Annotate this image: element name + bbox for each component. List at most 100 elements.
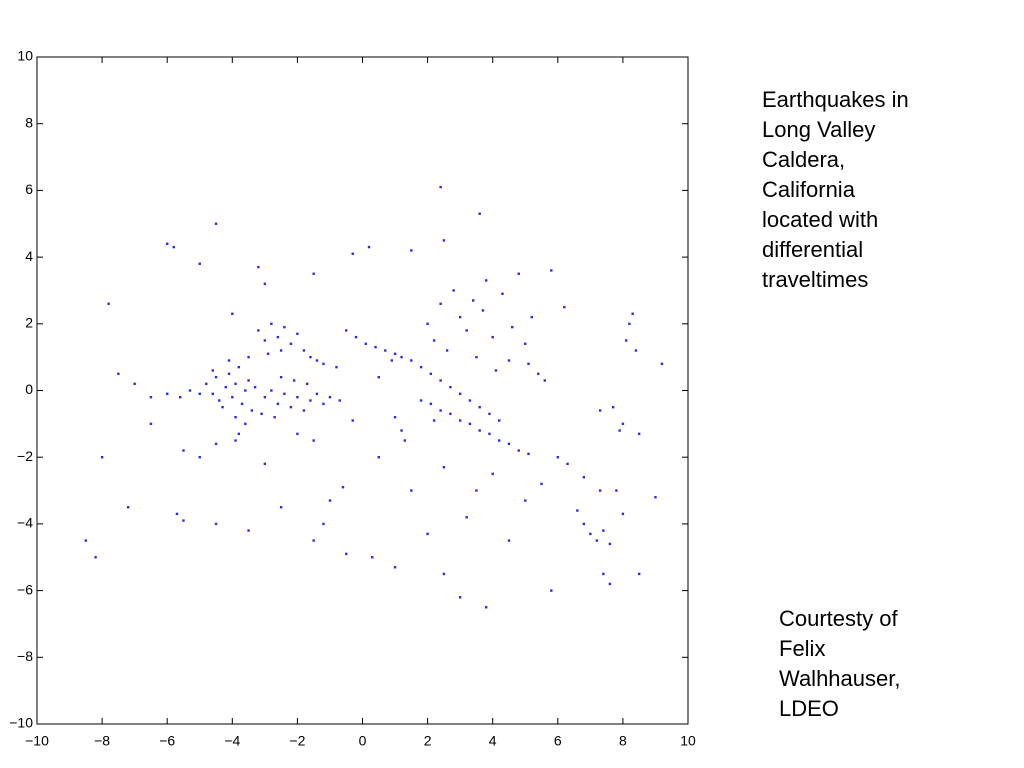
point (432, 339, 436, 342)
point (247, 379, 250, 382)
point (279, 506, 283, 509)
x-tick-label: −6 (159, 733, 175, 749)
point (312, 272, 315, 275)
point (488, 412, 491, 416)
point (84, 539, 88, 542)
point (188, 389, 192, 392)
point (335, 365, 338, 369)
point (218, 399, 221, 402)
point (491, 335, 494, 339)
point (237, 432, 241, 436)
point (367, 245, 371, 249)
point (273, 415, 276, 419)
point (660, 362, 664, 366)
point (231, 395, 234, 399)
point (595, 539, 599, 542)
point (400, 355, 403, 359)
point (543, 379, 546, 382)
point (618, 429, 621, 432)
point (478, 405, 481, 409)
point (94, 556, 97, 559)
point (615, 489, 618, 492)
point (253, 385, 257, 389)
point (442, 572, 446, 576)
point (234, 382, 237, 386)
y-tick-label: −6 (17, 581, 33, 597)
point (302, 409, 306, 412)
x-tick-label: 2 (424, 733, 432, 749)
y-tick-label: −8 (17, 648, 33, 664)
y-tick-label: 2 (25, 315, 33, 331)
point (309, 399, 312, 402)
point (384, 349, 387, 352)
point (257, 329, 260, 332)
point (133, 382, 136, 386)
point (452, 289, 455, 292)
point (507, 539, 511, 542)
point (458, 419, 462, 422)
point (494, 369, 498, 372)
annotation-line: Earthquakes in (762, 87, 909, 112)
point (149, 395, 153, 399)
x-tick-label: 0 (359, 733, 367, 749)
point (524, 499, 527, 502)
point (100, 456, 104, 459)
point (403, 439, 407, 442)
plot-frame (36, 56, 689, 725)
point (602, 572, 605, 576)
point (244, 389, 247, 392)
point (224, 385, 227, 389)
point (550, 589, 553, 592)
point (608, 582, 612, 586)
annotation-line: differential (762, 237, 864, 262)
point (439, 379, 442, 382)
point (637, 432, 641, 436)
point (439, 185, 442, 189)
annotation-line: California (762, 177, 855, 202)
point (205, 382, 208, 386)
point (296, 332, 299, 336)
point (442, 239, 446, 242)
point (390, 359, 393, 362)
point (371, 556, 374, 559)
point (507, 442, 511, 446)
point (276, 402, 280, 406)
point (214, 442, 218, 446)
point (465, 329, 468, 332)
point (498, 419, 501, 422)
point (556, 456, 559, 459)
point (517, 449, 520, 452)
annotation-line: located with (762, 207, 879, 232)
point (465, 516, 468, 519)
point (400, 429, 403, 432)
point (240, 402, 244, 406)
point (598, 409, 602, 412)
point (345, 329, 348, 332)
point (263, 395, 267, 399)
point (175, 512, 179, 516)
point (439, 302, 442, 305)
point (621, 422, 625, 426)
y-tick-label: 10 (17, 48, 33, 64)
point (498, 439, 501, 442)
point (328, 395, 332, 399)
point (345, 552, 348, 556)
y-tick-label: −10 (9, 715, 33, 731)
chart: −10 −8 −6 −4 −2 0 2 4 6 8 10 −10 −8 −6 −4 −2 0 2 4 6 8 10 (9, 48, 696, 749)
point (237, 365, 241, 369)
point (302, 349, 306, 352)
point (410, 249, 413, 252)
y-tick-label: −4 (17, 515, 33, 531)
point (283, 392, 286, 396)
point (458, 392, 462, 396)
point (540, 482, 543, 486)
point (527, 452, 530, 456)
point (475, 355, 478, 359)
point (582, 522, 586, 526)
point (227, 359, 231, 362)
point (279, 375, 283, 379)
point (550, 269, 553, 272)
point (322, 402, 325, 406)
annotation: Earthquakes in Long Valley Caldera, Califor… (762, 85, 909, 295)
